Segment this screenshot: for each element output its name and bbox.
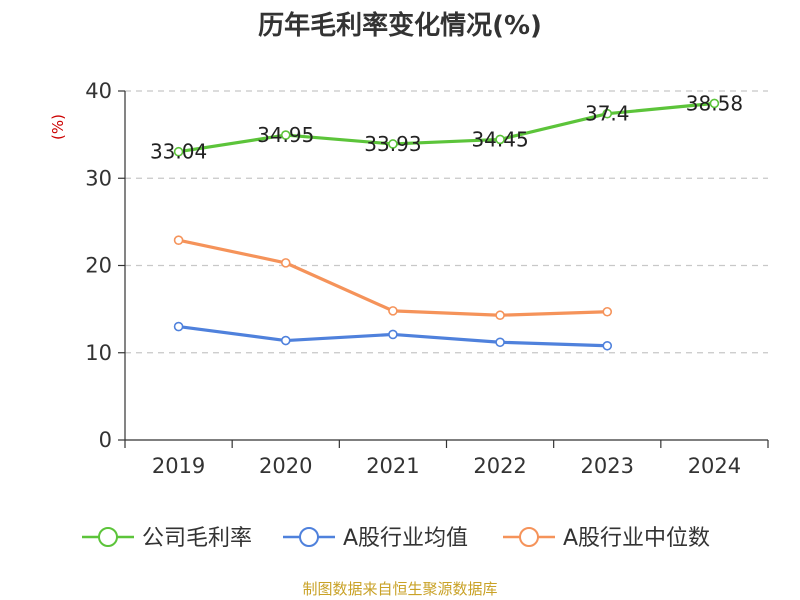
data-label: 34.45	[471, 127, 528, 151]
y-tick-label: 0	[99, 428, 112, 452]
data-labels: 33.04 34.95 33.93 34.45 37.4 38.58	[150, 91, 743, 163]
x-tick-label: 2020	[259, 454, 312, 478]
data-label: 33.93	[364, 132, 421, 156]
data-point	[602, 306, 613, 317]
data-point	[388, 329, 398, 340]
data-point	[602, 108, 613, 119]
grid-lines	[125, 90, 768, 354]
x-tick-label: 2021	[366, 454, 419, 478]
data-point	[495, 310, 505, 321]
y-tick-label: 40	[85, 79, 112, 103]
y-axis-unit: (%)	[49, 114, 67, 140]
data-point	[280, 130, 291, 140]
x-tick-label: 2022	[473, 454, 526, 478]
data-label: 37.4	[585, 102, 630, 126]
data-point	[388, 139, 398, 149]
axes: 0 10 20 30 40 2019 2020 2021 2022 2023 2024	[85, 79, 769, 478]
legend-label: A股行业均值	[343, 526, 468, 551]
legend-marker	[98, 527, 118, 547]
series-line	[176, 101, 717, 154]
data-point	[495, 134, 505, 145]
x-tick-label: 2019	[152, 454, 205, 478]
data-point	[173, 321, 184, 332]
legend-label: 公司毛利率	[142, 526, 252, 551]
series-layer	[173, 98, 720, 351]
data-point	[495, 337, 505, 348]
chart-title: 历年毛利率变化情况(%)	[258, 10, 542, 41]
legend: 公司毛利率 A股行业均值 A股行业中位数	[82, 526, 710, 551]
x-tick-label: 2023	[581, 454, 634, 478]
data-point	[388, 306, 398, 316]
data-point	[709, 98, 720, 109]
y-tick-label: 20	[85, 254, 112, 278]
source-note: 制图数据来自恒生聚源数据库	[302, 580, 497, 598]
x-tick-label: 2024	[688, 454, 741, 478]
data-point	[173, 146, 184, 157]
data-point	[602, 340, 613, 351]
data-point	[280, 258, 291, 268]
data-label: 34.95	[257, 123, 314, 147]
legend-marker	[299, 527, 319, 547]
data-point	[280, 335, 291, 346]
data-point	[173, 235, 184, 245]
data-label: 38.58	[686, 91, 743, 115]
series-line	[176, 238, 609, 317]
data-label: 33.04	[150, 140, 207, 164]
legend-marker	[519, 527, 539, 547]
legend-label: A股行业中位数	[563, 526, 710, 551]
y-tick-label: 10	[85, 341, 112, 365]
y-tick-label: 30	[85, 166, 112, 190]
